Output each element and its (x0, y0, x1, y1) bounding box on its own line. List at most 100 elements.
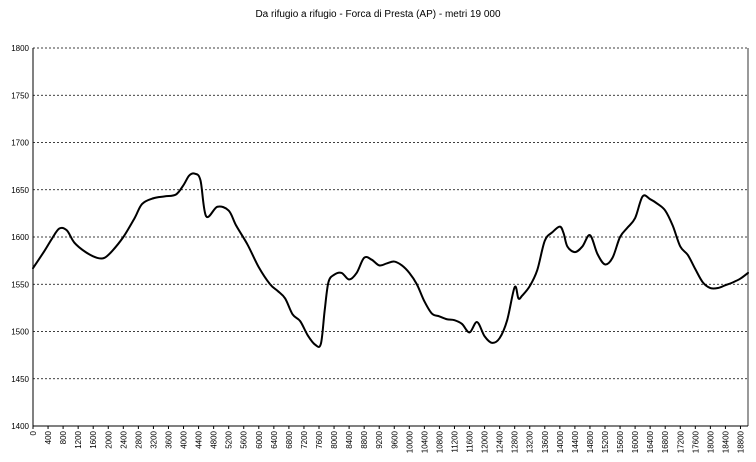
x-tick-label: 10800 (435, 430, 444, 453)
data-point (371, 259, 372, 260)
y-tick-label: 1400 (11, 422, 29, 431)
data-point (341, 272, 342, 273)
chart-title: Da rifugio a rifugio - Forca di Presta (… (255, 9, 501, 20)
series-layer (32, 172, 749, 348)
data-point (333, 274, 334, 275)
x-tick-label: 16800 (661, 430, 670, 453)
y-tick-label: 1650 (11, 186, 29, 195)
x-tick-label: 1600 (89, 430, 98, 448)
data-point (695, 269, 696, 270)
x-tick-label: 8800 (360, 430, 369, 448)
x-tick-label: 0 (29, 430, 38, 435)
data-point (189, 175, 190, 176)
data-point (349, 279, 350, 280)
data-point (153, 198, 154, 199)
y-tick-label: 1700 (11, 139, 29, 148)
data-point (386, 263, 387, 264)
data-point (687, 254, 688, 255)
data-point (537, 269, 538, 270)
data-point (612, 257, 613, 258)
data-point (514, 286, 515, 287)
data-point (431, 313, 432, 314)
x-tick-label: 8000 (330, 430, 339, 448)
data-point (507, 320, 508, 321)
data-point (194, 173, 195, 174)
x-tick-label: 2400 (119, 430, 128, 448)
data-point (416, 284, 417, 285)
x-tick-label: 3200 (149, 430, 158, 448)
data-point (454, 320, 455, 321)
data-point (732, 282, 733, 283)
data-point (522, 295, 523, 296)
data-point (627, 227, 628, 228)
data-point (123, 236, 124, 237)
data-point (563, 233, 564, 234)
x-tick-label: 16400 (646, 430, 655, 453)
data-point (740, 278, 741, 279)
data-point (544, 240, 545, 241)
data-point (665, 210, 666, 211)
x-tick-label: 4400 (195, 430, 204, 448)
x-tick-label: 6800 (285, 430, 294, 448)
data-point (32, 268, 33, 269)
x-tick-label: 5200 (225, 430, 234, 448)
data-point (657, 203, 658, 204)
data-point (379, 265, 380, 266)
data-point (476, 321, 477, 322)
data-point (328, 282, 329, 283)
x-tick-label: 1200 (74, 430, 83, 448)
x-tick-label: 4800 (210, 430, 219, 448)
data-point (717, 287, 718, 288)
data-point (307, 335, 308, 336)
y-tick-label: 1600 (11, 233, 29, 242)
data-point (320, 343, 321, 344)
x-tick-label: 10400 (420, 430, 429, 453)
data-point (589, 235, 590, 236)
data-point (277, 290, 278, 291)
x-tick-label: 800 (59, 430, 68, 444)
x-tick-label: 6000 (255, 430, 264, 448)
x-tick-label: 16000 (631, 430, 640, 453)
data-point (175, 194, 176, 195)
data-point (236, 225, 237, 226)
x-tick-label: 17600 (691, 430, 700, 453)
data-point (446, 319, 447, 320)
data-point (439, 316, 440, 317)
data-point (269, 284, 270, 285)
data-point (59, 228, 60, 229)
data-point (424, 301, 425, 302)
data-point (518, 298, 519, 299)
data-point (469, 332, 470, 333)
y-tick-label: 1800 (11, 44, 29, 53)
y-tick-label: 1500 (11, 328, 29, 337)
x-tick-label: 12800 (511, 430, 520, 453)
data-point (74, 242, 75, 243)
data-point (51, 238, 52, 239)
data-point (142, 203, 143, 204)
data-point (96, 257, 97, 258)
data-point (710, 287, 711, 288)
x-tick-label: 18000 (706, 430, 715, 453)
x-tick-label: 7600 (315, 430, 324, 448)
data-point (680, 246, 681, 247)
x-tick-label: 12400 (496, 430, 505, 453)
data-point (324, 310, 325, 311)
x-tick-label: 400 (44, 430, 53, 444)
x-tick-label: 17200 (676, 430, 685, 453)
data-point (111, 251, 112, 252)
x-tick-label: 11600 (466, 430, 475, 452)
data-point (292, 314, 293, 315)
x-axis: 0 400 800 1200 1600 2000 2400 2800 3200 3600 4000 4… (29, 425, 748, 453)
data-point (567, 246, 568, 247)
x-tick-label: 18800 (736, 430, 745, 453)
data-point (484, 336, 485, 337)
data-point (300, 321, 301, 322)
x-tick-label: 13600 (541, 430, 550, 453)
data-point (315, 344, 316, 345)
data-point (66, 230, 67, 231)
data-point (635, 218, 636, 219)
x-tick-label: 3600 (164, 430, 173, 448)
x-tick-label: 18400 (721, 430, 730, 453)
data-point (247, 244, 248, 245)
